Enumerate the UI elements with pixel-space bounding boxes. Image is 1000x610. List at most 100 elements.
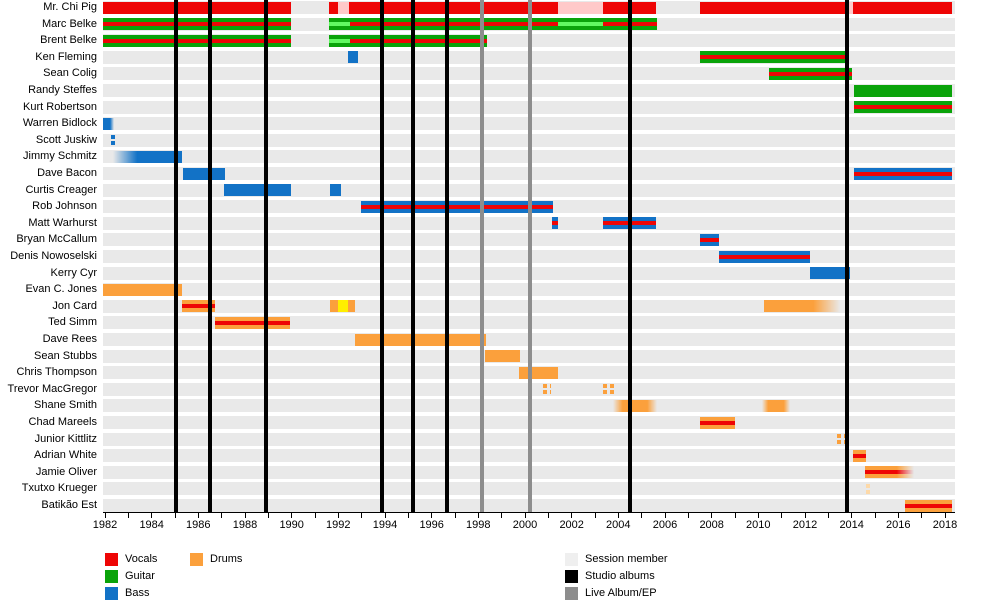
member-tenure-bar	[347, 300, 355, 313]
legend-label: Session member	[585, 553, 668, 565]
member-tenure-bar	[852, 449, 866, 462]
studio-album-line	[174, 0, 179, 512]
member-tenure-bar	[354, 333, 487, 346]
legend-swatch	[105, 587, 118, 600]
member-tenure-bar	[768, 67, 852, 80]
year-label: 1988	[232, 519, 258, 531]
year-label: 1996	[419, 519, 444, 531]
member-label: Jamie Oliver	[35, 465, 97, 478]
member-label: Rob Johnson	[32, 200, 97, 213]
member-label: Junior Kittlitz	[34, 432, 97, 445]
member-tenure-bar	[864, 466, 914, 479]
member-tenure-bar	[350, 18, 558, 31]
member-tenure-bar	[182, 300, 215, 313]
year-tick	[757, 513, 759, 518]
year-tick	[851, 513, 853, 518]
year-tick	[477, 513, 479, 518]
year-tick	[687, 513, 689, 518]
year-tick	[291, 513, 293, 518]
year-label: 2002	[559, 519, 584, 531]
member-tenure-bar	[347, 51, 359, 64]
legend-swatch	[565, 570, 578, 583]
year-tick	[617, 513, 619, 518]
member-tenure-bar	[102, 1, 291, 14]
year-label: 2000	[512, 519, 538, 531]
year-tick	[454, 513, 456, 518]
legend-swatch	[105, 570, 118, 583]
dash-strip	[603, 384, 615, 389]
year-tick	[267, 513, 269, 518]
year-label: 1984	[139, 519, 164, 531]
member-label: Dave Rees	[42, 333, 97, 345]
dash-strip	[865, 489, 870, 494]
member-label: Bryan McCallum	[16, 233, 97, 246]
member-label: Denis Nowoselski	[10, 250, 97, 262]
member-tenure-bar	[183, 167, 226, 180]
member-label: Jon Card	[52, 299, 97, 312]
dash-strip	[836, 434, 851, 439]
member-label: Marc Belke	[41, 17, 97, 30]
legend-label: Studio albums	[585, 570, 655, 582]
member-tenure-bar	[330, 184, 341, 197]
member-tenure-bar	[348, 1, 558, 14]
dash-strip	[836, 440, 851, 445]
year-tick	[804, 513, 806, 518]
year-tick	[524, 513, 526, 518]
member-label: Kerry Cyr	[50, 266, 97, 279]
year-tick	[571, 513, 573, 518]
member-label: Kurt Robertson	[23, 100, 97, 113]
dash-strip	[603, 390, 615, 395]
member-tenure-bar	[700, 51, 849, 64]
studio-album-line	[411, 0, 415, 512]
member-tenure-bar	[519, 366, 558, 379]
year-tick	[734, 513, 736, 518]
member-tenure-bar	[485, 350, 521, 363]
year-tick	[944, 513, 946, 518]
year-tick	[781, 513, 783, 518]
year-tick	[641, 513, 643, 518]
legend-label: Bass	[125, 587, 150, 599]
member-label: Ted Simm	[48, 316, 97, 329]
member-tenure-bar	[905, 499, 952, 512]
member-tenure-bar	[360, 200, 553, 213]
studio-album-line	[845, 0, 849, 512]
legend-swatch	[565, 553, 578, 566]
member-tenure-bar	[102, 283, 182, 296]
year-tick	[244, 513, 246, 518]
year-tick	[151, 513, 153, 518]
member-tenure-bar	[846, 1, 853, 14]
member-tenure-bar	[102, 18, 291, 31]
year-tick	[197, 513, 199, 518]
member-tenure-bar	[329, 1, 339, 14]
member-tenure-bar	[718, 250, 810, 263]
year-label: 2004	[606, 519, 631, 531]
year-tick	[921, 513, 923, 518]
year-label: 2018	[932, 519, 958, 531]
legend-swatch	[190, 553, 203, 566]
member-tenure-bar	[329, 18, 350, 31]
year-tick	[501, 513, 503, 518]
member-label: Dave Bacon	[37, 167, 97, 179]
member-tenure-bar	[330, 300, 339, 313]
live-album-line	[527, 0, 532, 512]
timeline-plot-area	[102, 0, 955, 512]
year-tick	[827, 513, 829, 518]
year-tick	[407, 513, 409, 518]
year-tick	[127, 513, 129, 518]
member-label: Chad Mareels	[28, 416, 97, 428]
legend-swatch	[565, 587, 578, 600]
dash-strip	[110, 141, 117, 146]
member-tenure-bar	[865, 483, 870, 495]
member-tenure-bar	[854, 84, 952, 97]
dash-strip	[542, 384, 551, 389]
studio-album-line	[264, 0, 268, 512]
member-label: Sean Colig	[43, 67, 97, 80]
year-label: 1990	[279, 519, 304, 531]
member-label: Curtis Creager	[25, 183, 97, 196]
studio-album-line	[208, 0, 212, 512]
year-label: 2014	[839, 519, 864, 531]
year-label: 2008	[699, 519, 724, 531]
legend-swatch	[105, 553, 118, 566]
year-tick	[711, 513, 713, 518]
